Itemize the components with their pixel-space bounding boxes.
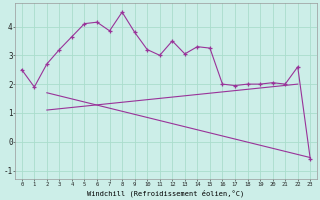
X-axis label: Windchill (Refroidissement éolien,°C): Windchill (Refroidissement éolien,°C) <box>87 189 244 197</box>
